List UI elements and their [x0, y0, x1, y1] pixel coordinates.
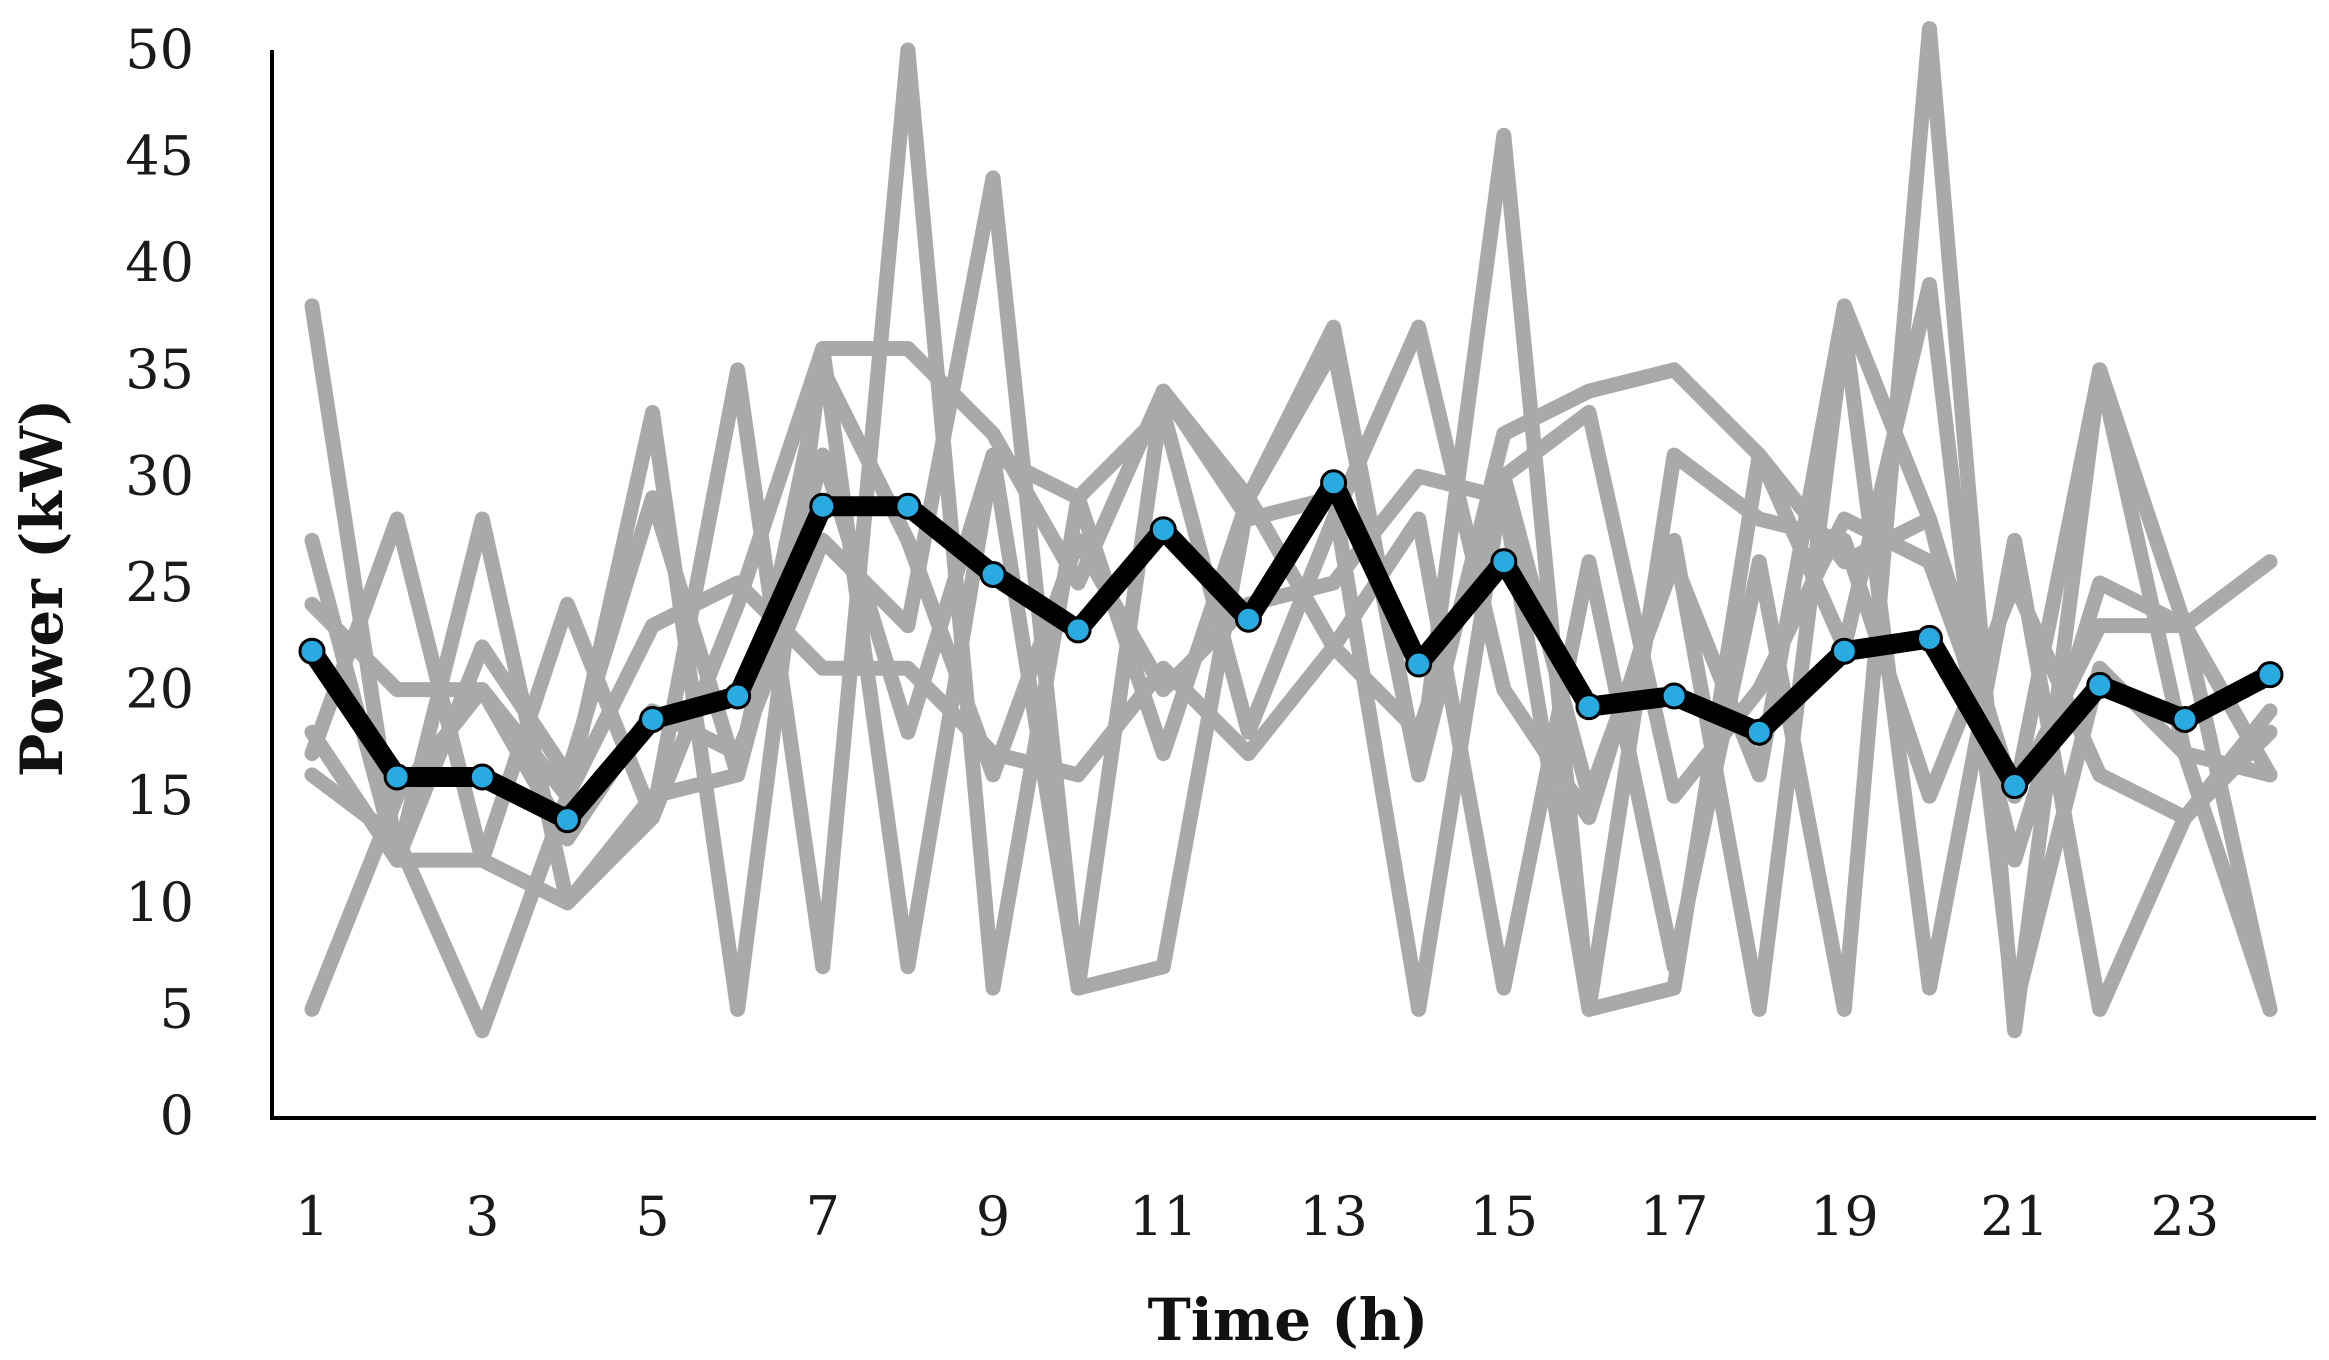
mean-point-marker [1320, 469, 1348, 497]
y-tick-label: 45 [125, 125, 194, 188]
mean-point-marker [1234, 605, 1262, 633]
mean-point-marker [1405, 650, 1433, 678]
mean-point-marker [2001, 772, 2029, 800]
x-tick-labels: 1 3 5 7 9 11 13 15 17 19 21 23 [295, 1185, 2219, 1248]
mean-point-marker [724, 682, 752, 710]
mean-point-marker [1830, 637, 1858, 665]
mean-point-marker [553, 806, 581, 834]
y-tick-label: 30 [125, 444, 194, 507]
mean-point-marker [2171, 705, 2199, 733]
series-line-profile-5 [304, 42, 2278, 1017]
x-tick-label: 19 [1810, 1185, 1879, 1248]
x-tick-label: 1 [295, 1185, 329, 1248]
mean-point-marker [894, 492, 922, 520]
y-tick-label: 40 [125, 231, 194, 294]
mean-point-marker [2086, 671, 2114, 699]
y-tick-label: 25 [125, 551, 194, 614]
x-tick-label: 9 [976, 1185, 1010, 1248]
mean-point-marker [639, 705, 667, 733]
mean-point-marker [2256, 661, 2284, 689]
y-tick-labels: 0 5 10 15 20 25 30 35 40 45 50 [125, 18, 194, 1147]
series-line-profile-3 [304, 21, 2278, 1039]
mean-point-marker [979, 560, 1007, 588]
series-line-profile-4 [304, 127, 2278, 1039]
y-tick-label: 0 [160, 1084, 194, 1147]
y-tick-label: 35 [125, 338, 194, 401]
x-tick-label: 11 [1129, 1185, 1198, 1248]
x-axis-title: Time (h) [1148, 1286, 1429, 1354]
x-tick-label: 21 [1980, 1185, 2049, 1248]
y-tick-label: 20 [125, 658, 194, 721]
mean-point-marker [1745, 718, 1773, 746]
mean-series-group [302, 472, 2280, 830]
mean-point-marker [1915, 624, 1943, 652]
mean-point-marker [383, 763, 411, 791]
x-tick-label: 3 [465, 1185, 499, 1248]
mean-point-marker [298, 637, 326, 665]
mean-series-line [302, 472, 2280, 830]
x-tick-label: 5 [635, 1185, 669, 1248]
x-tick-label: 23 [2151, 1185, 2220, 1248]
y-tick-label: 15 [125, 764, 194, 827]
background-series-group [304, 21, 2278, 1039]
mean-point-marker [1064, 616, 1092, 644]
y-tick-label: 5 [160, 977, 194, 1040]
x-tick-label: 17 [1640, 1185, 1709, 1248]
mean-markers-group [298, 469, 2284, 834]
series-line-profile-7 [304, 362, 2278, 1017]
x-tick-label: 7 [806, 1185, 840, 1248]
y-axis-title: Power (kW) [8, 399, 76, 778]
x-tick-label: 15 [1469, 1185, 1538, 1248]
mean-point-marker [1490, 548, 1518, 576]
x-tick-label: 13 [1299, 1185, 1368, 1248]
mean-point-marker [468, 763, 496, 791]
mean-point-marker [1660, 682, 1688, 710]
y-tick-label: 10 [125, 871, 194, 934]
y-tick-label: 50 [125, 18, 194, 81]
mean-point-marker [1149, 516, 1177, 544]
mean-point-marker [1575, 693, 1603, 721]
mean-point-marker [809, 492, 837, 520]
